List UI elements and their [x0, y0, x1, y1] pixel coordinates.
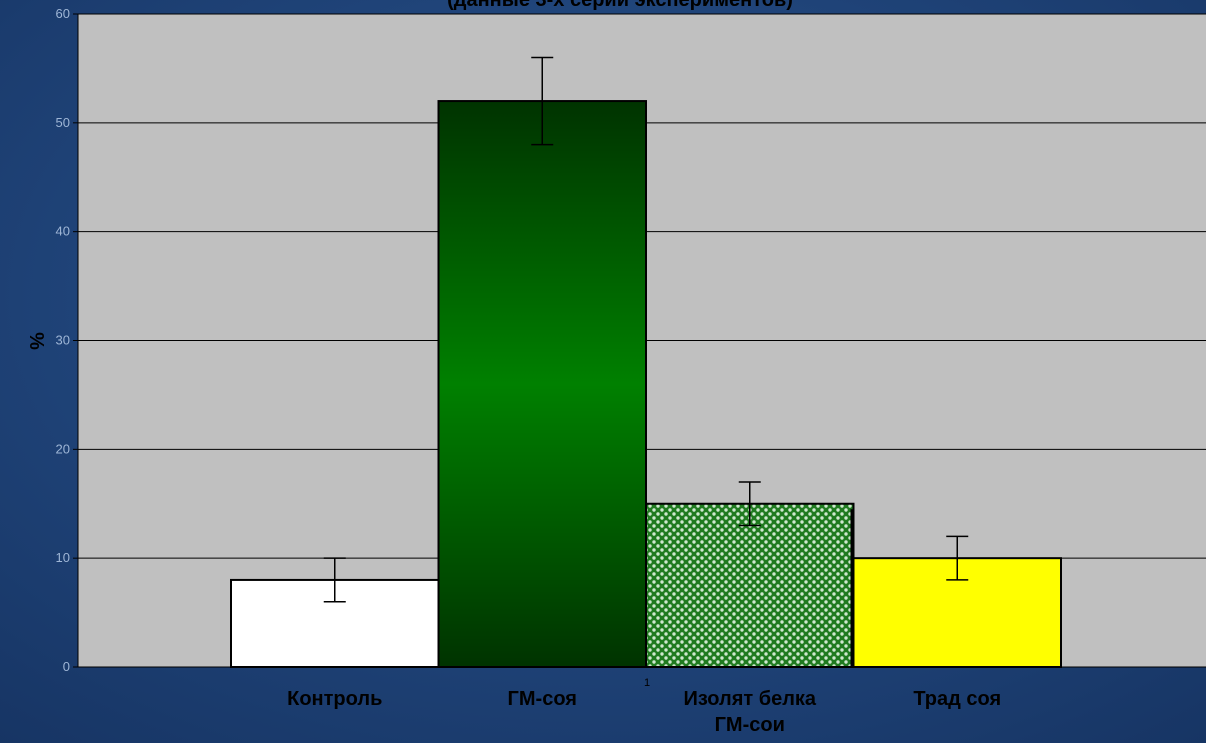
bar-2 [437, 100, 647, 669]
y-tick-label-40: 40 [56, 224, 70, 239]
category-label-3: Изолят белка ГМ-сои [683, 688, 816, 736]
category-label-2: ГМ-соя [508, 688, 577, 710]
x-axis-labels: Контроль ГМ-соя Изолят белка ГМ-сои Трад соя [287, 688, 1001, 736]
y-axis-ticks: 0 10 20 30 40 50 60 [56, 6, 78, 674]
category-label-line: ГМ-сои [715, 714, 785, 736]
y-tick-label-50: 50 [56, 115, 70, 130]
y-tick-label-20: 20 [56, 441, 70, 456]
chart-title: (данные 3-х серий экспериментов) [447, 0, 793, 11]
category-label-4: Трад соя [913, 688, 1001, 710]
category-label-line: Трад соя [913, 688, 1001, 710]
category-label-1: Контроль [287, 688, 382, 710]
y-tick-label-0: 0 [63, 659, 70, 674]
error-bars [323, 56, 969, 603]
bar-3 [645, 502, 855, 668]
category-label-line: Изолят белка [683, 688, 816, 710]
category-label-line: ГМ-соя [508, 688, 577, 710]
x-axis-tick-1: 1 [644, 677, 650, 689]
y-tick-label-10: 10 [56, 550, 70, 565]
category-label-line: Контроль [287, 688, 382, 710]
y-tick-label-60: 60 [56, 6, 70, 21]
y-tick-label-30: 30 [56, 333, 70, 348]
y-axis-label: % [25, 332, 47, 350]
